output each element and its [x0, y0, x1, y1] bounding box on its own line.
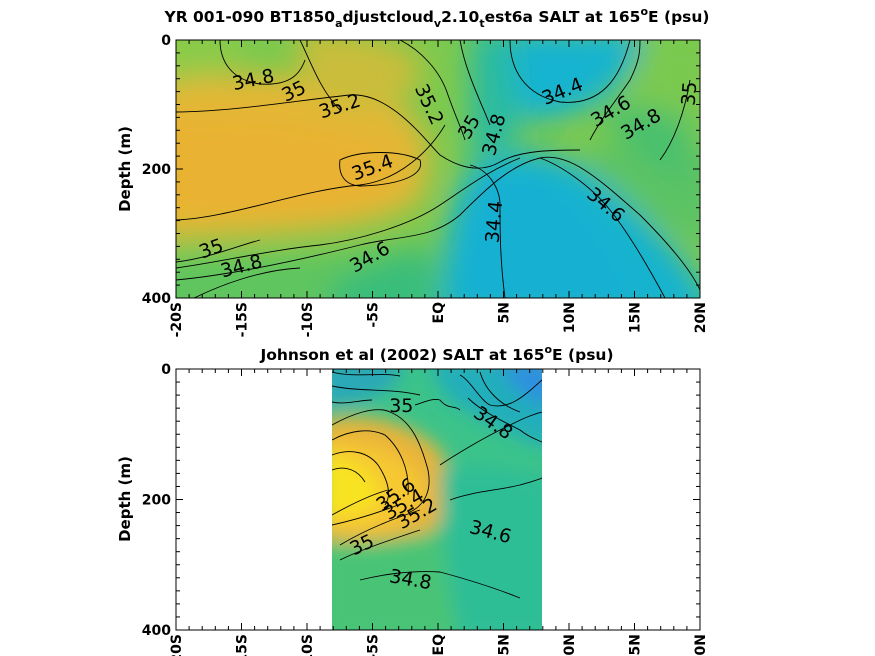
bot-y-tick-label: 400	[142, 623, 171, 639]
top-x-tick-label: -15S	[235, 302, 251, 337]
top-contour-label-10: 35	[678, 81, 702, 107]
bot-x-tick-label: 10N	[562, 634, 578, 656]
top-x-tick-label: 10N	[562, 302, 578, 333]
bot-x-tick-label: 5N	[497, 634, 513, 655]
top-y-tick-labels: 0 200 400	[142, 33, 171, 307]
bot-x-tick-label: -5S	[366, 634, 382, 656]
top-x-tick-label: EQ	[431, 302, 447, 324]
top-x-tick-label: -10S	[300, 302, 316, 337]
top-x-tick-label: 15N	[628, 302, 644, 333]
top-y-axis-label: Depth (m)	[116, 126, 134, 212]
bottom-x-tick-labels: -20S -15S -10S -5S EQ 5N 10N 15N 20N	[169, 634, 709, 656]
bot-x-tick-label: EQ	[431, 634, 447, 656]
bot-x-tick-label: -20S	[169, 634, 185, 656]
bottom-axis-ticks	[175, 368, 701, 631]
top-axis-ticks	[175, 39, 701, 299]
bottom-title: Johnson et al (2002) SALT at 165oE (psu)	[259, 343, 613, 364]
bot-x-tick-label: 20N	[693, 634, 709, 656]
top-x-tick-label: 5N	[497, 302, 513, 323]
top-title: YR 001-090 BT1850adjustcloudv2.10test6a …	[163, 5, 709, 30]
bot-y-tick-label: 200	[142, 493, 171, 509]
top-x-tick-label: -5S	[366, 302, 382, 328]
top-contour-label-12: 34.4	[482, 200, 508, 244]
bot-x-tick-label: -10S	[300, 634, 316, 656]
top-y-tick-label: 400	[142, 291, 171, 307]
bot-y-tick-label: 0	[161, 362, 171, 378]
top-y-tick-label: 200	[142, 162, 171, 178]
top-panel: YR 001-090 BT1850adjustcloudv2.10test6a …	[116, 5, 710, 337]
top-x-tick-label: 20N	[693, 302, 709, 333]
bot-x-tick-label: 15N	[628, 634, 644, 656]
top-x-tick-label: -20S	[169, 302, 185, 337]
bottom-y-tick-labels: 0 200 400	[142, 362, 171, 639]
top-y-tick-label: 0	[161, 33, 171, 49]
bot-x-tick-label: -15S	[235, 634, 251, 656]
bot-contour-label-0: 35	[389, 395, 413, 417]
bottom-y-axis-label: Depth (m)	[116, 456, 134, 542]
top-x-tick-labels: -20S -15S -10S -5S EQ 5N 10N 15N 20N	[169, 302, 709, 337]
bottom-panel: Johnson et al (2002) SALT at 165oE (psu)	[116, 343, 709, 656]
bottom-contour-lines	[332, 371, 542, 599]
top-contour-lines	[176, 40, 700, 298]
